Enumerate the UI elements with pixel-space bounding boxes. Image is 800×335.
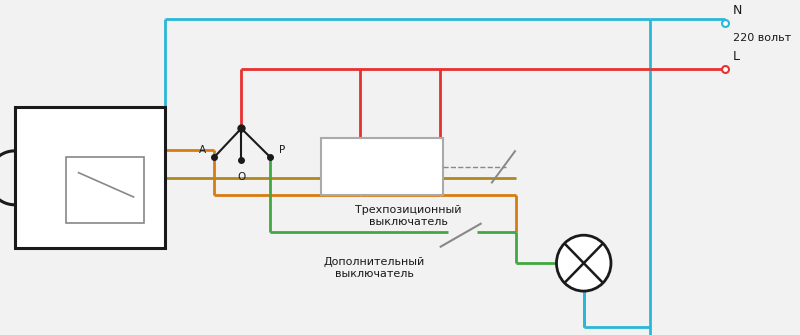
Bar [66, 157, 144, 223]
Text: L: L [733, 50, 739, 63]
Text: Трехпозиционный
выключатель: Трехпозиционный выключатель [355, 205, 462, 227]
Bar [14, 108, 166, 248]
Text: 220 вольт: 220 вольт [733, 32, 790, 43]
Circle shape [557, 235, 611, 291]
Text: Дополнительный
выключатель: Дополнительный выключатель [324, 257, 425, 279]
Text: P: P [279, 145, 286, 155]
Text: A: A [199, 145, 206, 155]
Text: O: O [237, 172, 246, 182]
Bar [321, 138, 442, 195]
Text: N: N [733, 4, 742, 17]
